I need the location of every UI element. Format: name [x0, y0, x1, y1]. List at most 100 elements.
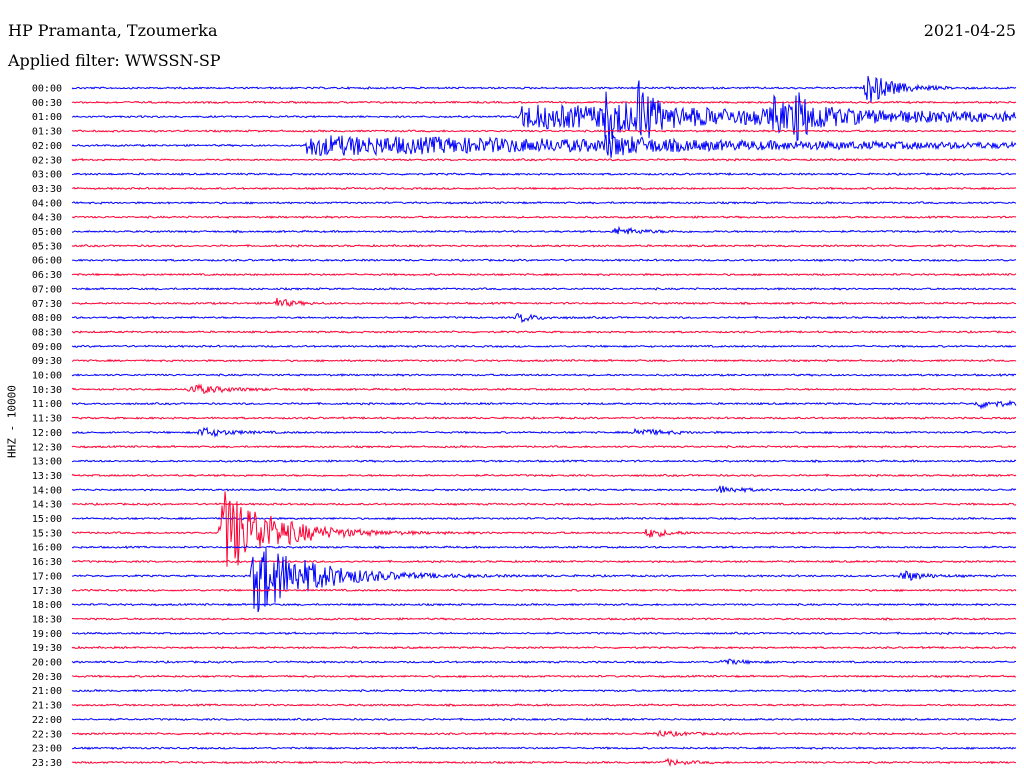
- trace-line: [71, 329, 1017, 334]
- row-time-label: 20:00: [32, 658, 62, 669]
- trace-line: [71, 157, 1017, 162]
- trace-line: [71, 688, 1017, 693]
- trace-line: [71, 459, 1017, 464]
- trace-line: [71, 243, 1017, 248]
- trace-line: [71, 588, 1017, 593]
- trace-line: [71, 100, 1017, 105]
- trace-line: [71, 287, 1017, 291]
- trace-line: [71, 545, 1017, 550]
- row-time-label: 19:00: [32, 629, 62, 640]
- trace-line: [71, 485, 1017, 494]
- trace-line: [71, 258, 1017, 263]
- trace-line: [71, 186, 1017, 191]
- row-time-label: 04:00: [32, 198, 62, 209]
- row-time-label: 14:00: [32, 485, 62, 496]
- trace-line: [71, 297, 1017, 307]
- trace-line: [71, 645, 1017, 650]
- trace-line: [71, 215, 1017, 220]
- trace-line: [71, 172, 1017, 176]
- station-title: HP Pramanta, Tzoumerka: [8, 21, 218, 40]
- row-time-label: 06:30: [32, 270, 62, 281]
- trace-line: [71, 717, 1017, 722]
- trace-line: [71, 444, 1017, 449]
- row-time-label: 08:00: [32, 313, 62, 324]
- trace-line: [71, 491, 1017, 567]
- row-time-label: 02:30: [32, 155, 62, 166]
- trace-line: [72, 225, 1017, 235]
- row-time-label: 07:30: [32, 299, 62, 310]
- row-time-label: 11:30: [32, 414, 62, 425]
- trace-line: [71, 502, 1017, 507]
- row-time-label: 21:30: [32, 701, 62, 712]
- trace-line: [71, 344, 1017, 349]
- row-time-label: 18:30: [32, 614, 62, 625]
- row-time-label: 16:00: [32, 543, 62, 554]
- trace-line: [71, 358, 1017, 363]
- trace-line: [71, 516, 1017, 521]
- row-time-label: 04:30: [32, 213, 62, 224]
- trace-line: [71, 617, 1017, 621]
- trace-line: [71, 75, 1017, 103]
- trace-line: [71, 80, 1017, 145]
- row-time-label: 22:30: [32, 729, 62, 740]
- row-time-label: 18:00: [32, 600, 62, 611]
- trace-line: [71, 373, 1017, 377]
- row-time-label: 10:30: [32, 385, 62, 396]
- date-label: 2021-04-25: [923, 21, 1016, 40]
- row-time-label: 03:00: [32, 170, 62, 181]
- trace-line: [71, 272, 1017, 277]
- row-time-label: 00:30: [32, 98, 62, 109]
- row-time-label: 14:30: [32, 500, 62, 511]
- trace-line: [71, 674, 1017, 679]
- row-time-label: 12:00: [32, 428, 62, 439]
- row-time-label: 05:30: [32, 241, 62, 252]
- row-time-label: 07:00: [32, 284, 62, 295]
- trace-line: [71, 746, 1017, 750]
- row-time-label: 01:00: [32, 112, 62, 123]
- row-time-label: 01:30: [32, 127, 62, 138]
- trace-line: [71, 200, 1017, 205]
- row-time-label: 13:00: [32, 457, 62, 468]
- trace-line: [71, 757, 1016, 768]
- row-time-label: 13:30: [32, 471, 62, 482]
- trace-line: [71, 473, 1017, 478]
- row-time-label: 16:30: [32, 557, 62, 568]
- row-time-label: 22:00: [32, 715, 62, 726]
- trace-line: [71, 129, 1017, 134]
- row-time-label: 21:00: [32, 686, 62, 697]
- trace-line: [71, 133, 1017, 158]
- trace-line: [71, 658, 1017, 666]
- trace-line: [71, 547, 1017, 613]
- trace-line: [71, 703, 1017, 708]
- trace-line: [71, 559, 1017, 564]
- filter-label: Applied filter: WWSSN-SP: [8, 51, 221, 70]
- row-time-label: 05:00: [32, 227, 62, 238]
- trace-line: [71, 383, 1017, 395]
- trace-line: [71, 426, 1017, 438]
- row-time-label: 11:00: [32, 399, 62, 410]
- trace-line: [71, 631, 1017, 636]
- trace-line: [71, 415, 1017, 420]
- trace-line: [72, 312, 1017, 324]
- row-time-label: 03:30: [32, 184, 62, 195]
- row-time-label: 17:00: [32, 571, 62, 582]
- row-time-label: 02:00: [32, 141, 62, 152]
- row-time-label: 17:30: [32, 586, 62, 597]
- row-time-label: 06:00: [32, 256, 62, 267]
- row-time-label: 19:30: [32, 643, 62, 654]
- row-time-label: 10:00: [32, 371, 62, 382]
- trace-line: [71, 729, 1017, 738]
- row-time-label: 20:30: [32, 672, 62, 683]
- row-time-label: 23:00: [32, 744, 62, 755]
- row-time-label: 15:30: [32, 528, 62, 539]
- trace-line: [71, 399, 1017, 410]
- trace-line: [71, 602, 1017, 607]
- row-time-label: 23:30: [32, 758, 62, 769]
- row-time-label: 08:30: [32, 327, 62, 338]
- row-time-label: 09:00: [32, 342, 62, 353]
- row-time-label: 00:00: [32, 84, 62, 95]
- row-time-label: 12:30: [32, 442, 62, 453]
- row-time-label: 15:00: [32, 514, 62, 525]
- row-time-label: 09:30: [32, 356, 62, 367]
